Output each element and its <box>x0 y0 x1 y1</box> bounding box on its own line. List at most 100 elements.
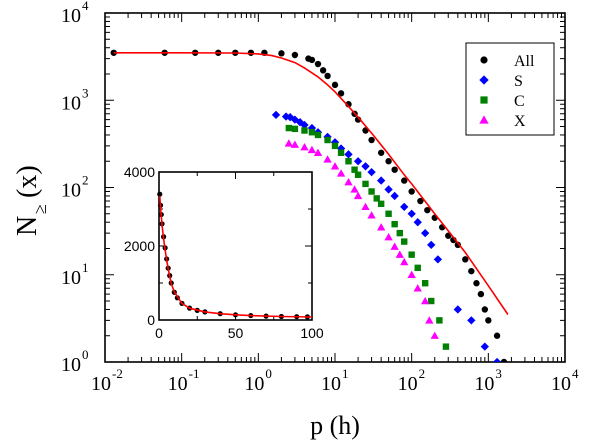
y-tick-label-base: 10 <box>61 92 81 114</box>
main-plot <box>104 12 566 363</box>
y-tick-label-exponent: 0 <box>82 347 89 362</box>
point-c <box>373 195 380 202</box>
x-tick-label: 10 3 <box>474 366 502 395</box>
point-c <box>436 317 443 324</box>
series-all <box>110 49 508 362</box>
point-x <box>330 162 340 170</box>
y-tick-label-exponent: 1 <box>82 260 89 275</box>
y-tick-label: 10 4 <box>61 0 89 27</box>
x-tick-label-base: 10 <box>321 373 341 395</box>
inset-series-fit-line <box>159 196 313 318</box>
point-c <box>362 180 369 188</box>
point-s <box>353 157 363 166</box>
point-all <box>417 197 424 205</box>
point-s <box>376 176 386 185</box>
point-s <box>281 112 291 121</box>
inset-plot: 0 50 100 0 2000 4000 <box>124 164 324 341</box>
point-x <box>350 185 359 193</box>
point-all <box>324 72 331 80</box>
point-all <box>424 206 431 214</box>
point-all <box>485 317 492 324</box>
point-x <box>284 139 294 147</box>
legend: All SCX <box>465 42 555 136</box>
point-all <box>377 149 385 156</box>
point-c <box>377 200 385 208</box>
point-c <box>396 229 403 237</box>
x-tick-label-exponent: 4 <box>572 366 579 381</box>
legend-marker <box>480 56 488 64</box>
point-s <box>300 120 309 130</box>
x-tick-label-exponent: 3 <box>495 366 502 381</box>
y-tick-label-base: 10 <box>61 5 81 27</box>
point-x <box>400 257 409 266</box>
point-x <box>344 178 353 186</box>
inset-plot-frame <box>158 171 313 321</box>
point-s <box>384 185 393 194</box>
point-c <box>421 280 429 287</box>
point-s <box>336 144 346 153</box>
point-c <box>414 264 421 272</box>
point-c <box>331 142 339 150</box>
y-tick-label: 10 0 <box>61 347 89 376</box>
point-c <box>308 129 316 136</box>
point-s <box>492 357 502 362</box>
y-tick-label-exponent: 2 <box>82 173 89 188</box>
point-all <box>331 81 339 89</box>
y-tick-label-exponent: 3 <box>82 85 89 100</box>
point-s <box>390 191 399 201</box>
legend-marker <box>479 115 489 124</box>
point-c <box>428 297 435 305</box>
point-c <box>337 149 345 156</box>
y-tick-label-exponent: 4 <box>82 0 89 13</box>
point-s <box>367 167 376 177</box>
point-all <box>468 267 475 275</box>
x-tick-label-base: 10 <box>474 373 494 395</box>
point-c <box>291 125 299 133</box>
inset-point-all <box>157 191 163 197</box>
point-x <box>395 250 404 258</box>
point-all <box>308 56 316 64</box>
point-x <box>307 145 317 154</box>
series-c <box>285 124 450 350</box>
point-all <box>473 280 480 287</box>
point-s <box>421 228 430 238</box>
point-x <box>425 316 434 324</box>
point-all <box>481 306 489 313</box>
inset-x-tick-label: 50 <box>228 325 244 341</box>
y-axis-label-argument: (x) <box>12 165 43 198</box>
point-c <box>385 210 392 217</box>
x-tick-label: 10 2 <box>398 366 426 395</box>
point-all <box>454 241 462 249</box>
series-x <box>284 139 439 339</box>
point-s <box>453 305 462 314</box>
point-x <box>413 284 422 292</box>
x-tick-label: 10 0 <box>244 366 272 395</box>
x-tick-label-exponent: 2 <box>419 366 426 381</box>
y-tick-label-base: 10 <box>61 180 81 202</box>
point-x <box>367 211 376 219</box>
y-tick-label: 10 2 <box>61 173 89 202</box>
point-s <box>413 218 422 227</box>
x-tick-label: 10 1 <box>321 366 349 395</box>
point-x <box>390 242 399 250</box>
point-c <box>324 136 331 144</box>
point-x <box>290 140 300 148</box>
point-s <box>480 342 489 351</box>
point-s <box>433 255 443 264</box>
point-s <box>361 162 370 171</box>
y-tick-label-base: 10 <box>61 354 81 376</box>
x-tick-label-exponent: 1 <box>342 366 349 381</box>
inset-y-tick-label: 4000 <box>124 164 155 180</box>
point-x <box>336 169 346 177</box>
point-all <box>500 358 508 362</box>
legend-label: S <box>514 73 523 90</box>
point-c <box>314 131 322 139</box>
x-tick-label-exponent: -1 <box>189 366 200 381</box>
point-s <box>427 240 436 250</box>
inset-x-tick-label: 100 <box>300 325 324 341</box>
y-axis-label: N ≥ (x) <box>12 165 50 236</box>
point-s <box>271 110 281 120</box>
point-all <box>477 290 485 298</box>
